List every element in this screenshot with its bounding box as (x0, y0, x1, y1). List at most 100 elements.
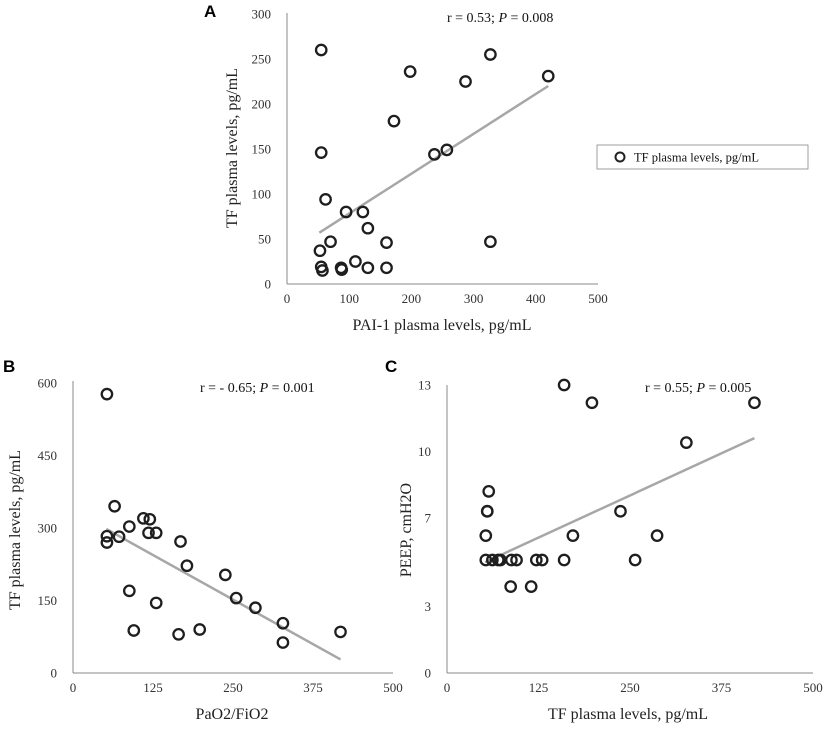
panel-b-y-tick-label: 150 (38, 593, 58, 608)
panel-c-data-point (479, 529, 493, 542)
panel-b-data-point (100, 529, 114, 543)
panel-b-data-point (149, 526, 163, 540)
panel-a-data-point (361, 261, 375, 275)
panel-c-data-point (566, 529, 580, 542)
panel-c-data-point (748, 396, 761, 410)
legend-marker (614, 151, 626, 163)
panel-a-data-point (380, 236, 393, 249)
panel-c-data-point (504, 580, 518, 593)
panel-b-data-point (172, 627, 185, 641)
panel-a-y-tick-label: 150 (252, 142, 272, 157)
panel-a-stat: r = 0.53; P = 0.008 (447, 11, 553, 26)
panel-a-x-tick-label: 200 (402, 291, 422, 306)
panel-c-data-point (535, 553, 549, 567)
panel-b-y-tick-label: 450 (38, 448, 58, 463)
panel-a-xlabel: PAI-1 plasma levels, pg/mL (353, 317, 532, 334)
panel-a-x-tick-label: 100 (339, 291, 359, 306)
panel-c-x-tick-label: 250 (620, 680, 640, 695)
panel-b-xlabel: PaO2/FiO2 (196, 706, 269, 723)
panel-a-data-point (361, 221, 375, 235)
panel-c-data-point (585, 396, 599, 410)
panel-c-y-tick-label: 0 (425, 666, 432, 681)
panel-a-data-point (349, 255, 362, 268)
panel-b-data-point (142, 526, 155, 540)
legend-label: TF plasma levels, pg/mL (634, 151, 759, 165)
panel-a-y-tick-label: 250 (252, 52, 272, 67)
panel-a-data-point (541, 69, 555, 83)
panel-a-data-point (484, 48, 497, 61)
panel-b-data-point (122, 584, 136, 598)
panel-b-x-tick-label: 125 (143, 680, 163, 695)
panel-c: C 0 125 250 375 500 0 3 7 10 13 r = 0.55; P = 0.… (385, 357, 823, 723)
panel-b-x-tick-label: 375 (303, 680, 323, 695)
panel-a-data-point (356, 205, 370, 219)
panel-b-letter: B (3, 357, 15, 376)
panel-c-data-point (486, 553, 499, 567)
panel-a-data-point (484, 235, 497, 249)
panel-a-x-tick-label: 0 (284, 291, 291, 306)
panel-a-data-point (335, 263, 349, 276)
panel-a-data-point (387, 114, 401, 128)
panel-c-data-point (557, 378, 571, 392)
panel-b-data-point (180, 559, 194, 573)
panel-b-data-point (100, 387, 114, 401)
panel-b-x-tick-label: 0 (70, 680, 77, 695)
panel-b-data-point (276, 636, 290, 649)
panel-c-data-point (524, 580, 538, 593)
panel-a-legend: TF plasma levels, pg/mL (596, 144, 809, 170)
panel-b-y-tick-label: 300 (38, 521, 58, 536)
panel-c-x-tick-label: 0 (444, 680, 451, 695)
panel-c-ylabel: PEEP, cmH2O (398, 483, 415, 577)
panel-c-y-tick-label: 3 (425, 599, 432, 614)
panel-a-y-tick-label: 300 (252, 7, 272, 22)
panel-a-data-point (313, 244, 327, 258)
panel-c-data-point (529, 553, 543, 567)
panel-b-data-point (229, 591, 243, 605)
panel-a-y-tick-label: 50 (258, 232, 271, 247)
panel-c-trendline (484, 437, 755, 564)
panel-a-data-point (380, 261, 393, 275)
panel-b-data-point (122, 520, 136, 533)
panel-c-data-point (680, 436, 693, 449)
panel-b-trendline (105, 527, 342, 661)
panel-b-data-point (276, 616, 290, 630)
panel-b-y-tick-label: 0 (51, 666, 58, 681)
panel-c-letter: C (385, 357, 397, 376)
panel-c-data-point (650, 529, 664, 542)
panel-b-data-point (127, 624, 141, 637)
panel-c-x-tick-label: 375 (712, 680, 732, 695)
panel-b-x-tick-label: 250 (223, 680, 243, 695)
panel-a-data-point (339, 205, 353, 219)
panel-c-data-point (482, 484, 496, 498)
panel-b-data-point (112, 530, 126, 544)
panel-b-data-point (174, 535, 187, 548)
panel-a-data-point (459, 75, 472, 88)
panel-a-x-tick-label: 300 (464, 291, 484, 306)
panel-c-data-point (614, 504, 627, 518)
panel-a-data-point (440, 143, 454, 157)
panel-c-data-point (480, 504, 494, 518)
panel-a-x-tick-label: 500 (588, 291, 608, 306)
panel-b-stat: r = - 0.65; P = 0.001 (200, 381, 315, 396)
panel-a-y-tick-label: 200 (252, 97, 272, 112)
panel-b: B 0 125 250 375 500 0 150 300 450 600 r = - 0.65… (3, 357, 403, 723)
panel-a-data-point (316, 264, 329, 277)
panel-c-x-tick-label: 500 (803, 680, 823, 695)
panel-c-data-point (479, 553, 493, 567)
panel-b-data-point (137, 511, 150, 525)
legend-box (596, 144, 809, 170)
panel-a-y-tick-label: 0 (265, 277, 272, 292)
panel-c-stat: r = 0.55; P = 0.005 (645, 381, 751, 396)
panel-c-data-point (628, 553, 642, 567)
panel-c-data-point (510, 553, 523, 567)
panel-c-y-tick-label: 10 (418, 444, 431, 459)
panel-b-x-tick-label: 500 (383, 680, 403, 695)
panel-a-data-point (324, 235, 337, 249)
panel-b-data-point (218, 568, 232, 582)
panel-a-data-point (314, 43, 328, 57)
panel-b-data-point (193, 623, 207, 636)
panel-b-y-tick-label: 600 (38, 376, 58, 391)
panel-c-y-tick-label: 13 (418, 378, 431, 393)
panel-a-data-point (428, 148, 441, 161)
